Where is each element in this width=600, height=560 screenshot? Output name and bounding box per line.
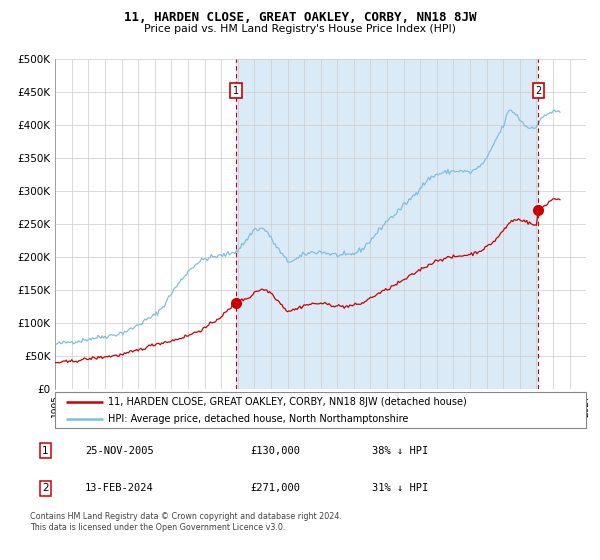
Text: 2: 2	[42, 483, 49, 493]
Bar	[236, 59, 538, 389]
Text: £130,000: £130,000	[251, 446, 301, 456]
Text: 1: 1	[233, 86, 239, 96]
Text: 11, HARDEN CLOSE, GREAT OAKLEY, CORBY, NN18 8JW (detached house): 11, HARDEN CLOSE, GREAT OAKLEY, CORBY, N…	[108, 397, 467, 407]
Text: 38% ↓ HPI: 38% ↓ HPI	[372, 446, 428, 456]
Text: 1: 1	[42, 446, 49, 456]
Text: HPI: Average price, detached house, North Northamptonshire: HPI: Average price, detached house, Nort…	[108, 414, 409, 424]
Bar	[538, 59, 586, 389]
Text: Contains HM Land Registry data © Crown copyright and database right 2024.
This d: Contains HM Land Registry data © Crown c…	[30, 512, 342, 532]
Text: 2: 2	[535, 86, 542, 96]
FancyBboxPatch shape	[55, 392, 586, 428]
Text: 25-NOV-2005: 25-NOV-2005	[85, 446, 154, 456]
Text: Price paid vs. HM Land Registry's House Price Index (HPI): Price paid vs. HM Land Registry's House …	[144, 24, 456, 34]
Text: 13-FEB-2024: 13-FEB-2024	[85, 483, 154, 493]
Text: £271,000: £271,000	[251, 483, 301, 493]
Text: 31% ↓ HPI: 31% ↓ HPI	[372, 483, 428, 493]
Text: 11, HARDEN CLOSE, GREAT OAKLEY, CORBY, NN18 8JW: 11, HARDEN CLOSE, GREAT OAKLEY, CORBY, N…	[124, 11, 476, 24]
